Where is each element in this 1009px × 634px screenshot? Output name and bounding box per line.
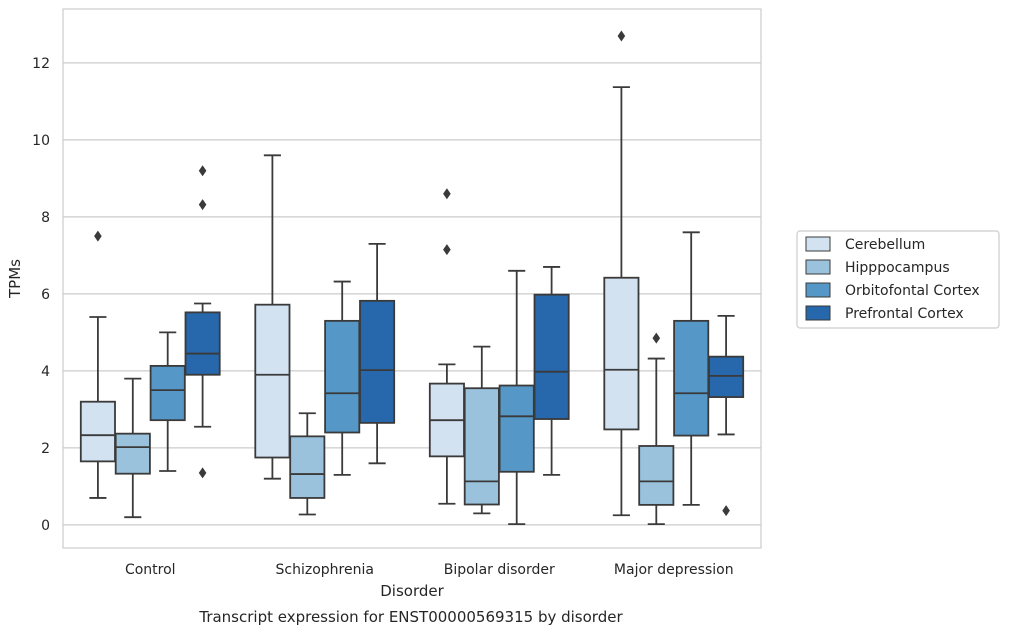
y-tick-label: 10 — [32, 133, 50, 149]
box-body — [184, 311, 221, 376]
box-prefrontal-cortex-3 — [708, 314, 745, 517]
box-cerebellum-3 — [603, 30, 640, 517]
legend-label: Hipppocampus — [845, 260, 950, 276]
box-cerebellum-0 — [79, 230, 116, 499]
box-hipppocampus-1 — [289, 412, 326, 516]
legend-label: Orbitofontal Cortex — [845, 283, 980, 299]
y-axis-label: TPMs — [6, 259, 24, 299]
legend-label: Cerebellum — [845, 237, 925, 253]
outlier-point — [198, 165, 207, 177]
legend: Cerebellum Hipppocampus Orbitofontal Corte… — [796, 230, 1000, 329]
box-body — [638, 445, 675, 506]
box-orbitofontal-cortex-1 — [324, 280, 361, 476]
box-orbitofontal-cortex-2 — [498, 269, 535, 526]
outlier-point — [722, 505, 730, 517]
box-body — [324, 319, 361, 434]
box-body — [708, 355, 745, 398]
y-tick-label: 8 — [41, 210, 50, 226]
legend-frame — [796, 230, 1000, 329]
plot-frame — [62, 8, 762, 549]
outlier-point — [617, 30, 626, 42]
outlier-point — [443, 244, 451, 256]
outlier-point — [443, 188, 451, 200]
legend-swatch — [805, 236, 831, 252]
box-body — [498, 384, 535, 473]
outlier-point — [652, 332, 661, 344]
x-axis-ticks: Control Schizophrenia Bipolar disorder Majo… — [125, 562, 734, 578]
x-tick-label: Major depression — [614, 562, 734, 578]
box-cerebellum-2 — [428, 188, 465, 505]
x-axis-label: Disorder — [380, 582, 444, 600]
box-hipppocampus-0 — [114, 377, 151, 519]
outlier-point — [94, 230, 102, 242]
y-tick-label: 12 — [32, 56, 50, 72]
box-body — [79, 400, 116, 463]
box-body — [289, 435, 326, 499]
x-tick-label: Control — [125, 562, 176, 578]
box-prefrontal-cortex-2 — [533, 266, 570, 476]
y-tick-label: 4 — [41, 364, 50, 380]
box-orbitofontal-cortex-0 — [149, 331, 186, 472]
chart-caption: Transcript expression for ENST0000056931… — [198, 608, 623, 626]
x-tick-label: Schizophrenia — [276, 562, 374, 578]
box-hipppocampus-2 — [463, 345, 500, 515]
box-body — [533, 293, 570, 420]
box-body — [463, 387, 500, 506]
legend-swatch — [805, 259, 831, 275]
box-orbitofontal-cortex-3 — [673, 231, 710, 506]
box-body — [359, 299, 396, 424]
box-body — [114, 432, 151, 475]
y-tick-label: 6 — [41, 287, 50, 303]
y-axis-ticks: 0 2 4 6 8 10 12 — [32, 56, 50, 534]
box-hipppocampus-3 — [638, 332, 675, 526]
outlier-point — [198, 467, 207, 479]
legend-label: Prefrontal Cortex — [845, 306, 964, 322]
box-body — [603, 276, 640, 431]
box-body — [149, 364, 186, 422]
box-cerebellum-1 — [254, 154, 291, 480]
outlier-point — [198, 199, 207, 211]
legend-swatch — [805, 282, 831, 298]
box-series — [79, 30, 745, 526]
box-body — [254, 303, 291, 459]
box-prefrontal-cortex-1 — [359, 242, 396, 465]
x-tick-label: Bipolar disorder — [444, 562, 555, 578]
y-tick-label: 0 — [41, 518, 50, 534]
legend-swatch — [805, 305, 831, 321]
box-body — [673, 319, 710, 437]
box-prefrontal-cortex-0 — [184, 165, 221, 479]
y-tick-label: 2 — [41, 441, 50, 457]
